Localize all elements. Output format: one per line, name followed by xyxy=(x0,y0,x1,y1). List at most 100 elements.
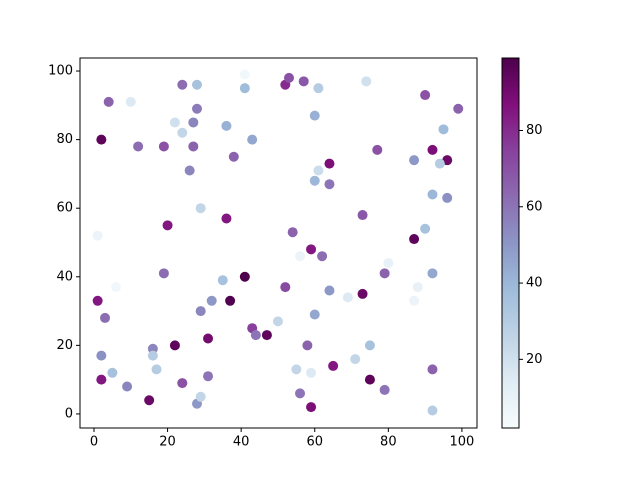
x-tick-label: 20 xyxy=(159,435,176,450)
point xyxy=(169,117,180,128)
x-tick-label: 80 xyxy=(380,435,397,450)
point xyxy=(298,76,309,87)
colorbar-tick-label: 80 xyxy=(526,123,543,138)
point xyxy=(107,367,118,378)
point xyxy=(217,275,228,286)
point xyxy=(328,360,339,371)
point xyxy=(357,288,368,299)
point xyxy=(309,175,320,186)
point xyxy=(291,364,302,375)
y-tick-label: 80 xyxy=(56,132,73,147)
point xyxy=(125,96,136,107)
point xyxy=(427,364,438,375)
point xyxy=(225,295,236,306)
point xyxy=(272,316,283,327)
point xyxy=(96,134,107,145)
point xyxy=(427,405,438,416)
point xyxy=(203,333,214,344)
y-tick-label: 100 xyxy=(48,64,73,79)
point xyxy=(313,165,324,176)
point xyxy=(427,144,438,155)
point xyxy=(221,213,232,224)
point xyxy=(361,76,372,87)
y-tick-label: 60 xyxy=(56,201,73,216)
point xyxy=(364,374,375,385)
point xyxy=(144,395,155,406)
point xyxy=(239,83,250,94)
point xyxy=(239,69,250,80)
point xyxy=(295,251,306,262)
point xyxy=(188,141,199,152)
x-tick-label: 60 xyxy=(306,435,323,450)
point xyxy=(177,79,188,90)
point xyxy=(438,124,449,135)
point xyxy=(96,350,107,361)
point xyxy=(147,350,158,361)
point xyxy=(247,134,258,145)
point xyxy=(103,96,114,107)
point xyxy=(184,165,195,176)
point xyxy=(96,374,107,385)
point xyxy=(409,155,420,166)
point xyxy=(122,381,133,392)
y-tick-label: 40 xyxy=(56,269,73,284)
point xyxy=(192,103,203,114)
point xyxy=(92,295,103,306)
point xyxy=(188,117,199,128)
point xyxy=(379,268,390,279)
axes-frame xyxy=(79,57,478,429)
point xyxy=(287,227,298,238)
point xyxy=(383,258,394,269)
point xyxy=(192,79,203,90)
x-tick-label: 0 xyxy=(90,435,98,450)
point xyxy=(177,378,188,389)
point xyxy=(453,103,464,114)
point xyxy=(317,251,328,262)
point xyxy=(177,127,188,138)
point xyxy=(309,309,320,320)
point xyxy=(158,268,169,279)
point xyxy=(147,343,158,354)
y-tick-label: 0 xyxy=(65,406,73,421)
point xyxy=(169,340,180,351)
point xyxy=(261,330,272,341)
point xyxy=(280,282,291,293)
point xyxy=(195,391,206,402)
colorbar-tick-label: 40 xyxy=(526,276,543,291)
point xyxy=(357,210,368,221)
point xyxy=(324,285,335,296)
point xyxy=(295,388,306,399)
point xyxy=(409,295,420,306)
point xyxy=(350,354,361,365)
point xyxy=(302,340,313,351)
point xyxy=(203,371,214,382)
point xyxy=(133,141,144,152)
point xyxy=(309,110,320,121)
point xyxy=(442,192,453,203)
x-tick-label: 40 xyxy=(233,435,250,450)
point xyxy=(195,306,206,317)
point xyxy=(221,120,232,131)
point xyxy=(228,151,239,162)
point xyxy=(92,230,103,241)
point xyxy=(151,364,162,375)
colorbar-tick-label: 20 xyxy=(526,352,543,367)
x-tick-label: 100 xyxy=(450,435,475,450)
point xyxy=(195,203,206,214)
point xyxy=(324,158,335,169)
point xyxy=(100,312,111,323)
point xyxy=(306,367,317,378)
point xyxy=(324,179,335,190)
point xyxy=(250,330,261,341)
point xyxy=(239,271,250,282)
point xyxy=(379,384,390,395)
point xyxy=(283,72,294,83)
colorbar xyxy=(501,57,520,429)
point xyxy=(206,295,217,306)
point xyxy=(372,144,383,155)
point xyxy=(420,223,431,234)
point xyxy=(427,189,438,200)
point xyxy=(427,268,438,279)
